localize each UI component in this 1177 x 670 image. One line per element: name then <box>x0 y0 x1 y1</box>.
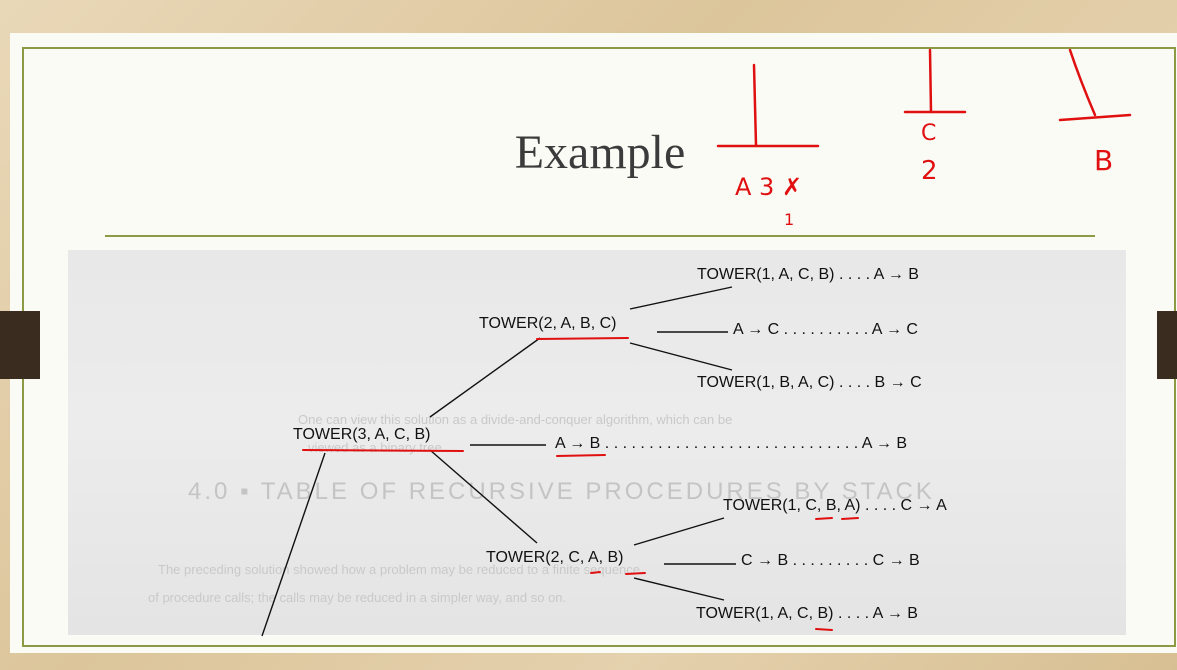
title-rule <box>105 235 1095 237</box>
tree-node-move-c-b: C → B . . . . . . . . . C → B <box>741 552 920 569</box>
tree-node-tower-2-abc: TOWER(2, A, B, C) <box>479 315 617 332</box>
tree-node-tower-2-cab: TOWER(2, C, A, B) <box>486 549 624 566</box>
right-tab <box>1157 311 1177 379</box>
tree-node-move-a-b: A → B . . . . . . . . . . . . . . . . . … <box>555 435 908 452</box>
peg-1-label: A 3 ✗ <box>735 173 802 201</box>
tree-node-tower-1-cba: TOWER(1, C, B, A) . . . . C → A <box>723 497 947 514</box>
slide-title: Example <box>514 126 686 179</box>
tree-node-move-a-c: A → C . . . . . . . . . . A → C <box>733 321 918 338</box>
scanned-page: One can view this solution as a divide-a… <box>68 250 1126 635</box>
handwritten-pegs <box>716 48 1132 148</box>
ghost-text-line: One can view this solution as a divide-a… <box>298 412 733 427</box>
tree-node-tower-1-bac: TOWER(1, B, A, C) . . . . B → C <box>697 374 922 391</box>
tree-edges <box>261 286 736 637</box>
tree-node-tower-1-acb-bottom: TOWER(1, A, C, B) . . . . A → B <box>696 605 918 622</box>
peg-2-label-bottom: 2 <box>921 156 938 186</box>
peg-3-label: B <box>1094 144 1113 177</box>
red-underlines <box>302 337 859 631</box>
tree-node-tower-3-acb: TOWER(3, A, C, B) <box>293 426 431 443</box>
tree-node-tower-1-acb-top: TOWER(1, A, C, B) . . . . A → B <box>697 266 919 283</box>
peg-2-label-top: C <box>921 121 936 146</box>
ghost-text-line: of procedure calls; the calls may be red… <box>148 590 567 605</box>
ghost-text-line: The preceding solution showed how a prob… <box>158 562 641 577</box>
peg-1-sub: 1 <box>784 210 794 229</box>
left-tab <box>0 311 40 379</box>
